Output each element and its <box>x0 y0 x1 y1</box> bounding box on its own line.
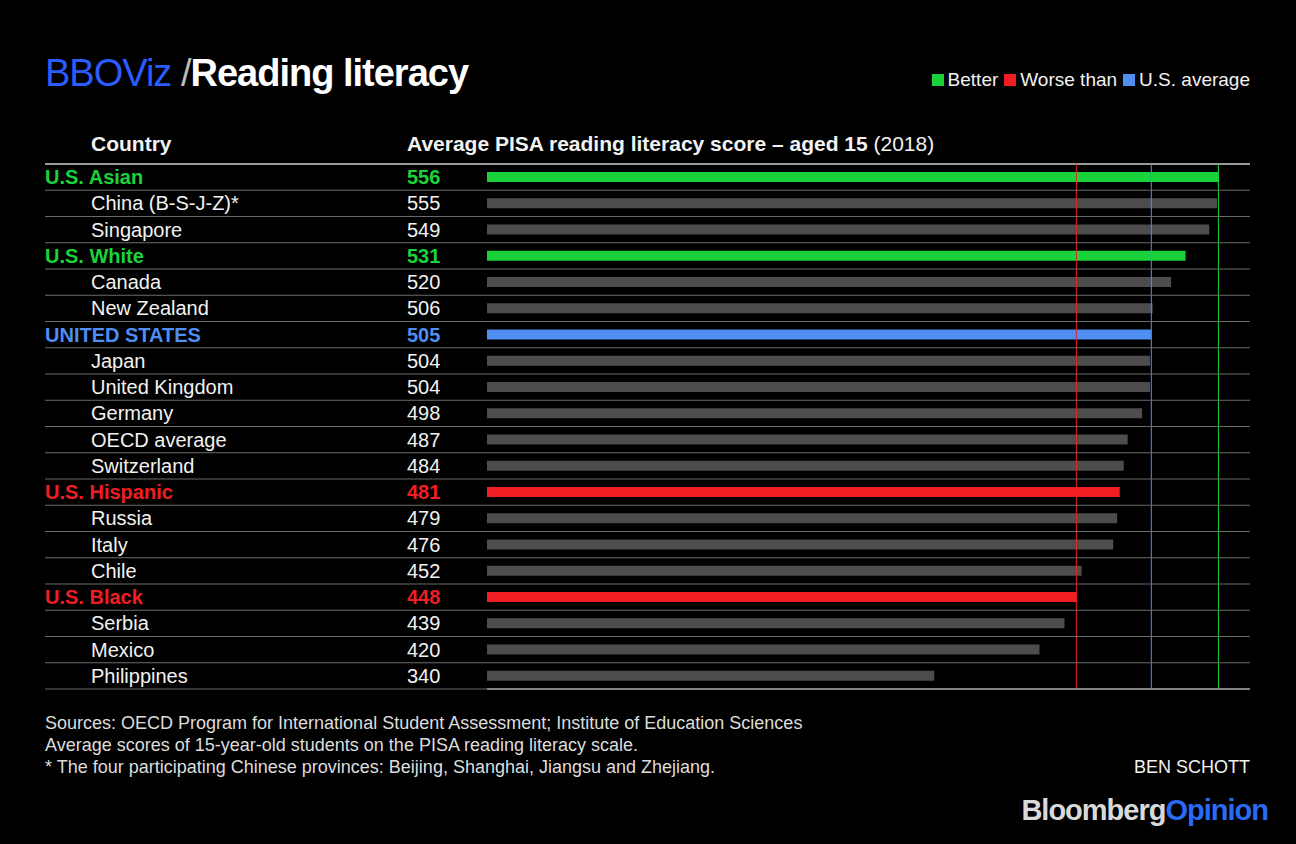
svg-text:Serbia: Serbia <box>91 612 150 634</box>
html-text:Bloomberg Opinion: Bloomberg Opinion <box>1021 794 1268 826</box>
html-text:Worse than: Worse than <box>1020 69 1118 90</box>
svg-text:Germany: Germany <box>91 402 173 424</box>
html-text:Average PISA reading literacy: Average PISA reading literacy score – ag… <box>407 132 935 155</box>
svg-text:476: 476 <box>407 534 440 556</box>
html-text:Average scores of 15-year-old: Average scores of 15-year-old students o… <box>45 735 638 755</box>
svg-text:504: 504 <box>407 376 440 398</box>
html-text:Sources: OECD Program for Inte: Sources: OECD Program for International … <box>45 713 803 733</box>
html-text:BBOViz / Reading literacy: BBOViz / Reading literacy <box>45 52 468 94</box>
svg-text:Mexico: Mexico <box>91 639 154 661</box>
svg-text:U.S. Black: U.S. Black <box>45 586 144 608</box>
svg-text:531: 531 <box>407 245 440 267</box>
html-text:* The four participating Chine: * The four participating Chinese provinc… <box>45 757 716 777</box>
svg-text:Canada: Canada <box>91 271 162 293</box>
svg-text:Philippines: Philippines <box>91 665 188 687</box>
svg-text:New Zealand: New Zealand <box>91 297 209 319</box>
svg-text:Italy: Italy <box>91 534 128 556</box>
svg-text:505: 505 <box>407 324 440 346</box>
svg-text:340: 340 <box>407 665 440 687</box>
html-text:U.S. average: U.S. average <box>1139 69 1250 90</box>
svg-text:439: 439 <box>407 612 440 634</box>
html-text:Country: Country <box>91 132 172 155</box>
svg-text:484: 484 <box>407 455 440 477</box>
svg-text:U.S. Asian: U.S. Asian <box>45 166 143 188</box>
svg-text:556: 556 <box>407 166 440 188</box>
html-text:BEN SCHOTT: BEN SCHOTT <box>1134 757 1250 777</box>
svg-text:UNITED STATES: UNITED STATES <box>45 324 201 346</box>
svg-text:498: 498 <box>407 402 440 424</box>
svg-text:U.S. White: U.S. White <box>45 245 144 267</box>
svg-text:448: 448 <box>407 586 440 608</box>
svg-text:Chile: Chile <box>91 560 137 582</box>
svg-text:504: 504 <box>407 350 440 372</box>
svg-text:520: 520 <box>407 271 440 293</box>
svg-text:Singapore: Singapore <box>91 219 182 241</box>
svg-text:506: 506 <box>407 297 440 319</box>
svg-text:China (B-S-J-Z)*: China (B-S-J-Z)* <box>91 192 239 214</box>
html-text:Better: Better <box>947 69 999 90</box>
svg-text:555: 555 <box>407 192 440 214</box>
svg-text:Japan: Japan <box>91 350 146 372</box>
svg-text:Russia: Russia <box>91 507 153 529</box>
svg-text:479: 479 <box>407 507 440 529</box>
svg-text:549: 549 <box>407 219 440 241</box>
svg-text:487: 487 <box>407 429 440 451</box>
svg-text:452: 452 <box>407 560 440 582</box>
svg-text:420: 420 <box>407 639 440 661</box>
svg-text:OECD average: OECD average <box>91 429 227 451</box>
svg-text:U.S. Hispanic: U.S. Hispanic <box>45 481 173 503</box>
svg-text:481: 481 <box>407 481 440 503</box>
svg-text:Switzerland: Switzerland <box>91 455 194 477</box>
svg-text:United Kingdom: United Kingdom <box>91 376 233 398</box>
